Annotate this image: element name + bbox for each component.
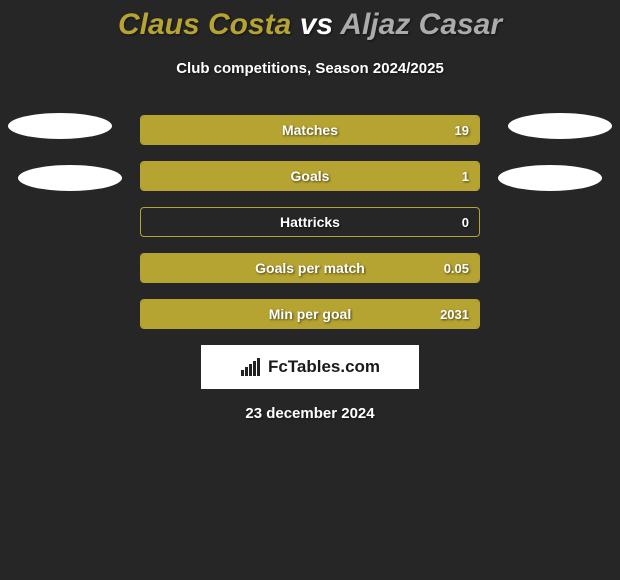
player1-name: Claus Costa	[118, 8, 291, 41]
player1-marker-top	[8, 113, 112, 139]
stat-value: 0.05	[444, 254, 469, 282]
stat-row: Min per goal 2031	[140, 299, 480, 329]
stat-row: Hattricks 0	[140, 207, 480, 237]
logo-inner: FcTables.com	[240, 357, 380, 377]
stat-row: Goals 1	[140, 161, 480, 191]
player2-marker-bottom	[498, 165, 602, 191]
player2-name: Aljaz Casar	[340, 8, 502, 41]
vs-label: vs	[300, 8, 333, 41]
date-text: 23 december 2024	[0, 405, 620, 422]
stat-value: 1	[462, 162, 469, 190]
stat-label: Goals per match	[141, 254, 479, 282]
logo-box: FcTables.com	[201, 345, 419, 389]
stat-rows: Matches 19 Goals 1 Hattricks 0 Goals per…	[140, 115, 480, 329]
stat-row: Goals per match 0.05	[140, 253, 480, 283]
stat-label: Matches	[141, 116, 479, 144]
stat-label: Goals	[141, 162, 479, 190]
stat-row: Matches 19	[140, 115, 480, 145]
player2-marker-top	[508, 113, 612, 139]
player1-marker-bottom	[18, 165, 122, 191]
subtitle: Club competitions, Season 2024/2025	[0, 60, 620, 77]
stats-area: Matches 19 Goals 1 Hattricks 0 Goals per…	[0, 115, 620, 329]
page-title: Claus Costa vs Aljaz Casar	[0, 0, 620, 42]
stat-label: Min per goal	[141, 300, 479, 328]
stat-value: 2031	[440, 300, 469, 328]
stat-value: 0	[462, 208, 469, 236]
logo-text: FcTables.com	[268, 357, 380, 377]
stat-value: 19	[455, 116, 469, 144]
stat-label: Hattricks	[141, 208, 479, 236]
logo-chart-icon	[240, 358, 262, 376]
